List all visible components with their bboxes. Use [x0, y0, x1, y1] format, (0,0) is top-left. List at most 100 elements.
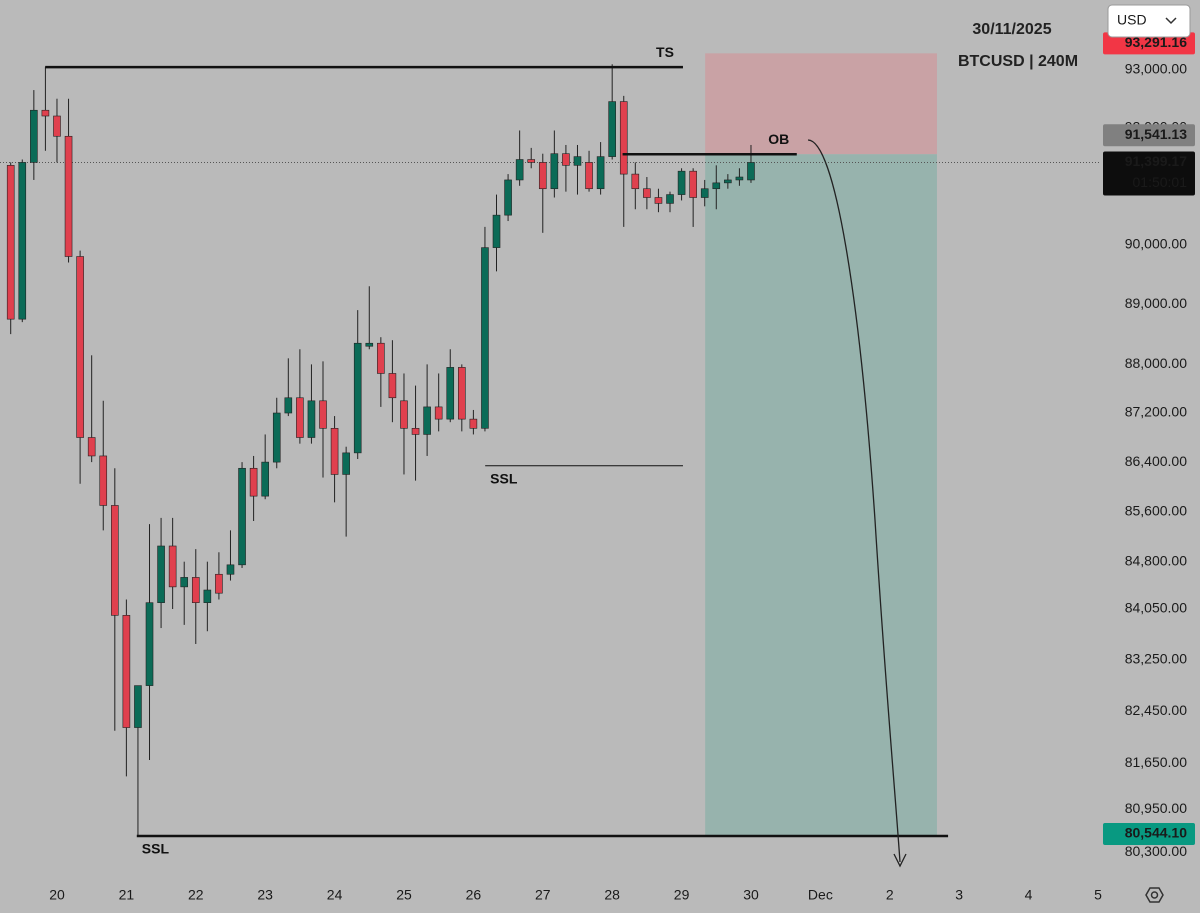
candle-body [261, 461, 269, 497]
candle-body [30, 109, 38, 163]
candle-body [6, 165, 15, 320]
x-tick-label: 30 [743, 887, 759, 903]
candle-body [215, 573, 223, 594]
candle-body [353, 342, 362, 454]
x-tick-label: 4 [1025, 887, 1033, 903]
plot: TS OB SSL SSL [0, 44, 1100, 857]
y-tick-label: 86,400.00 [1125, 453, 1187, 469]
candle-body [677, 170, 686, 195]
candle-body [41, 109, 50, 117]
y-tick-label: 84,050.00 [1125, 600, 1187, 616]
y-tick-label: 88,000.00 [1125, 355, 1187, 371]
x-tick-label: 5 [1094, 887, 1102, 903]
candle-body [504, 179, 512, 216]
currency-label[interactable]: USD [1117, 12, 1147, 28]
projection-arrow [807, 139, 901, 863]
y-tick-label: 89,000.00 [1125, 295, 1187, 311]
y-tick-label: 83,250.00 [1125, 651, 1187, 667]
y-tick-label: 80,950.00 [1125, 800, 1187, 816]
y-tick-label: 90,000.00 [1125, 235, 1187, 251]
price-tag [1103, 822, 1195, 845]
dropdown-chevron [1165, 17, 1177, 25]
price-tag [1103, 151, 1195, 196]
x-tick-label: 28 [604, 887, 620, 903]
price-tag-label: 91,541.13 [1125, 126, 1187, 142]
candle-body [111, 505, 119, 616]
candle-body [411, 428, 420, 435]
stop-zone [705, 53, 937, 155]
candle-body [249, 467, 258, 497]
candle-body [284, 397, 293, 414]
y-tick-label: 93,000.00 [1125, 61, 1187, 77]
candle-body [666, 194, 674, 204]
countdown-label: 01:50:01 [1133, 174, 1188, 190]
y-tick-label: 84,800.00 [1125, 552, 1187, 568]
candle-body [238, 467, 246, 566]
candle-body [573, 156, 582, 166]
level-label: SSL [490, 471, 518, 487]
x-tick-label: 26 [466, 887, 482, 903]
candle-body [596, 156, 605, 190]
candle-body [18, 162, 27, 320]
price-tag [1103, 32, 1195, 55]
candle-body [157, 545, 165, 603]
candle-body [585, 162, 593, 190]
candle-body [180, 577, 189, 588]
candle-body [469, 418, 478, 429]
candle-body [527, 159, 536, 163]
candle-body [538, 162, 547, 190]
candle-body [654, 197, 663, 204]
y-tick-label: 87,200.00 [1125, 404, 1187, 420]
candle-body [296, 397, 304, 438]
candle-body [446, 367, 455, 420]
candle-body [319, 400, 327, 429]
price-tag-label: 91,399.17 [1125, 153, 1187, 169]
candle-body [492, 214, 501, 248]
settings-dot[interactable] [1150, 891, 1159, 899]
candle-body [122, 615, 131, 728]
candle-body [365, 342, 374, 347]
candle-body [700, 188, 709, 198]
candle-body [99, 455, 108, 506]
x-tick-label: 24 [327, 887, 343, 903]
x-tick-label: 22 [188, 887, 204, 903]
y-tick-label: 80,300.00 [1125, 843, 1187, 859]
candle-body [134, 685, 142, 728]
arrow-head [893, 853, 907, 868]
candle-body [87, 437, 96, 457]
candle-body [377, 342, 385, 374]
x-tick-label: Dec [808, 887, 833, 903]
level-label: OB [768, 131, 789, 147]
candle-body [608, 101, 616, 157]
price-tag-label: 80,544.10 [1125, 825, 1187, 841]
settings-hex[interactable] [1145, 887, 1164, 903]
candle-body [747, 162, 755, 181]
y-tick-label: 82,450.00 [1125, 702, 1187, 718]
settings-icon[interactable] [1145, 887, 1164, 903]
candle-body [400, 400, 408, 429]
currency-select[interactable] [1107, 4, 1191, 38]
candle-body [145, 602, 154, 686]
candle-body [191, 577, 200, 603]
candle-body [388, 373, 397, 399]
candle-body [550, 153, 559, 190]
candle-body [481, 247, 489, 429]
candle-body [562, 153, 570, 166]
level-label: TS [656, 44, 674, 60]
candle-body [226, 564, 235, 575]
position-zones [705, 53, 937, 836]
x-tick-label: 3 [955, 887, 963, 903]
candle-body [712, 182, 721, 190]
candle-body [515, 159, 524, 181]
candle-body [735, 176, 744, 181]
candle-body [168, 545, 177, 588]
candle-body [64, 135, 73, 257]
x-tick-label: 21 [119, 887, 135, 903]
candle-body [330, 428, 339, 475]
candle-body [458, 367, 466, 420]
candle-body [53, 115, 61, 137]
y-tick-label: 81,650.00 [1125, 754, 1187, 770]
candle-body [619, 101, 628, 175]
